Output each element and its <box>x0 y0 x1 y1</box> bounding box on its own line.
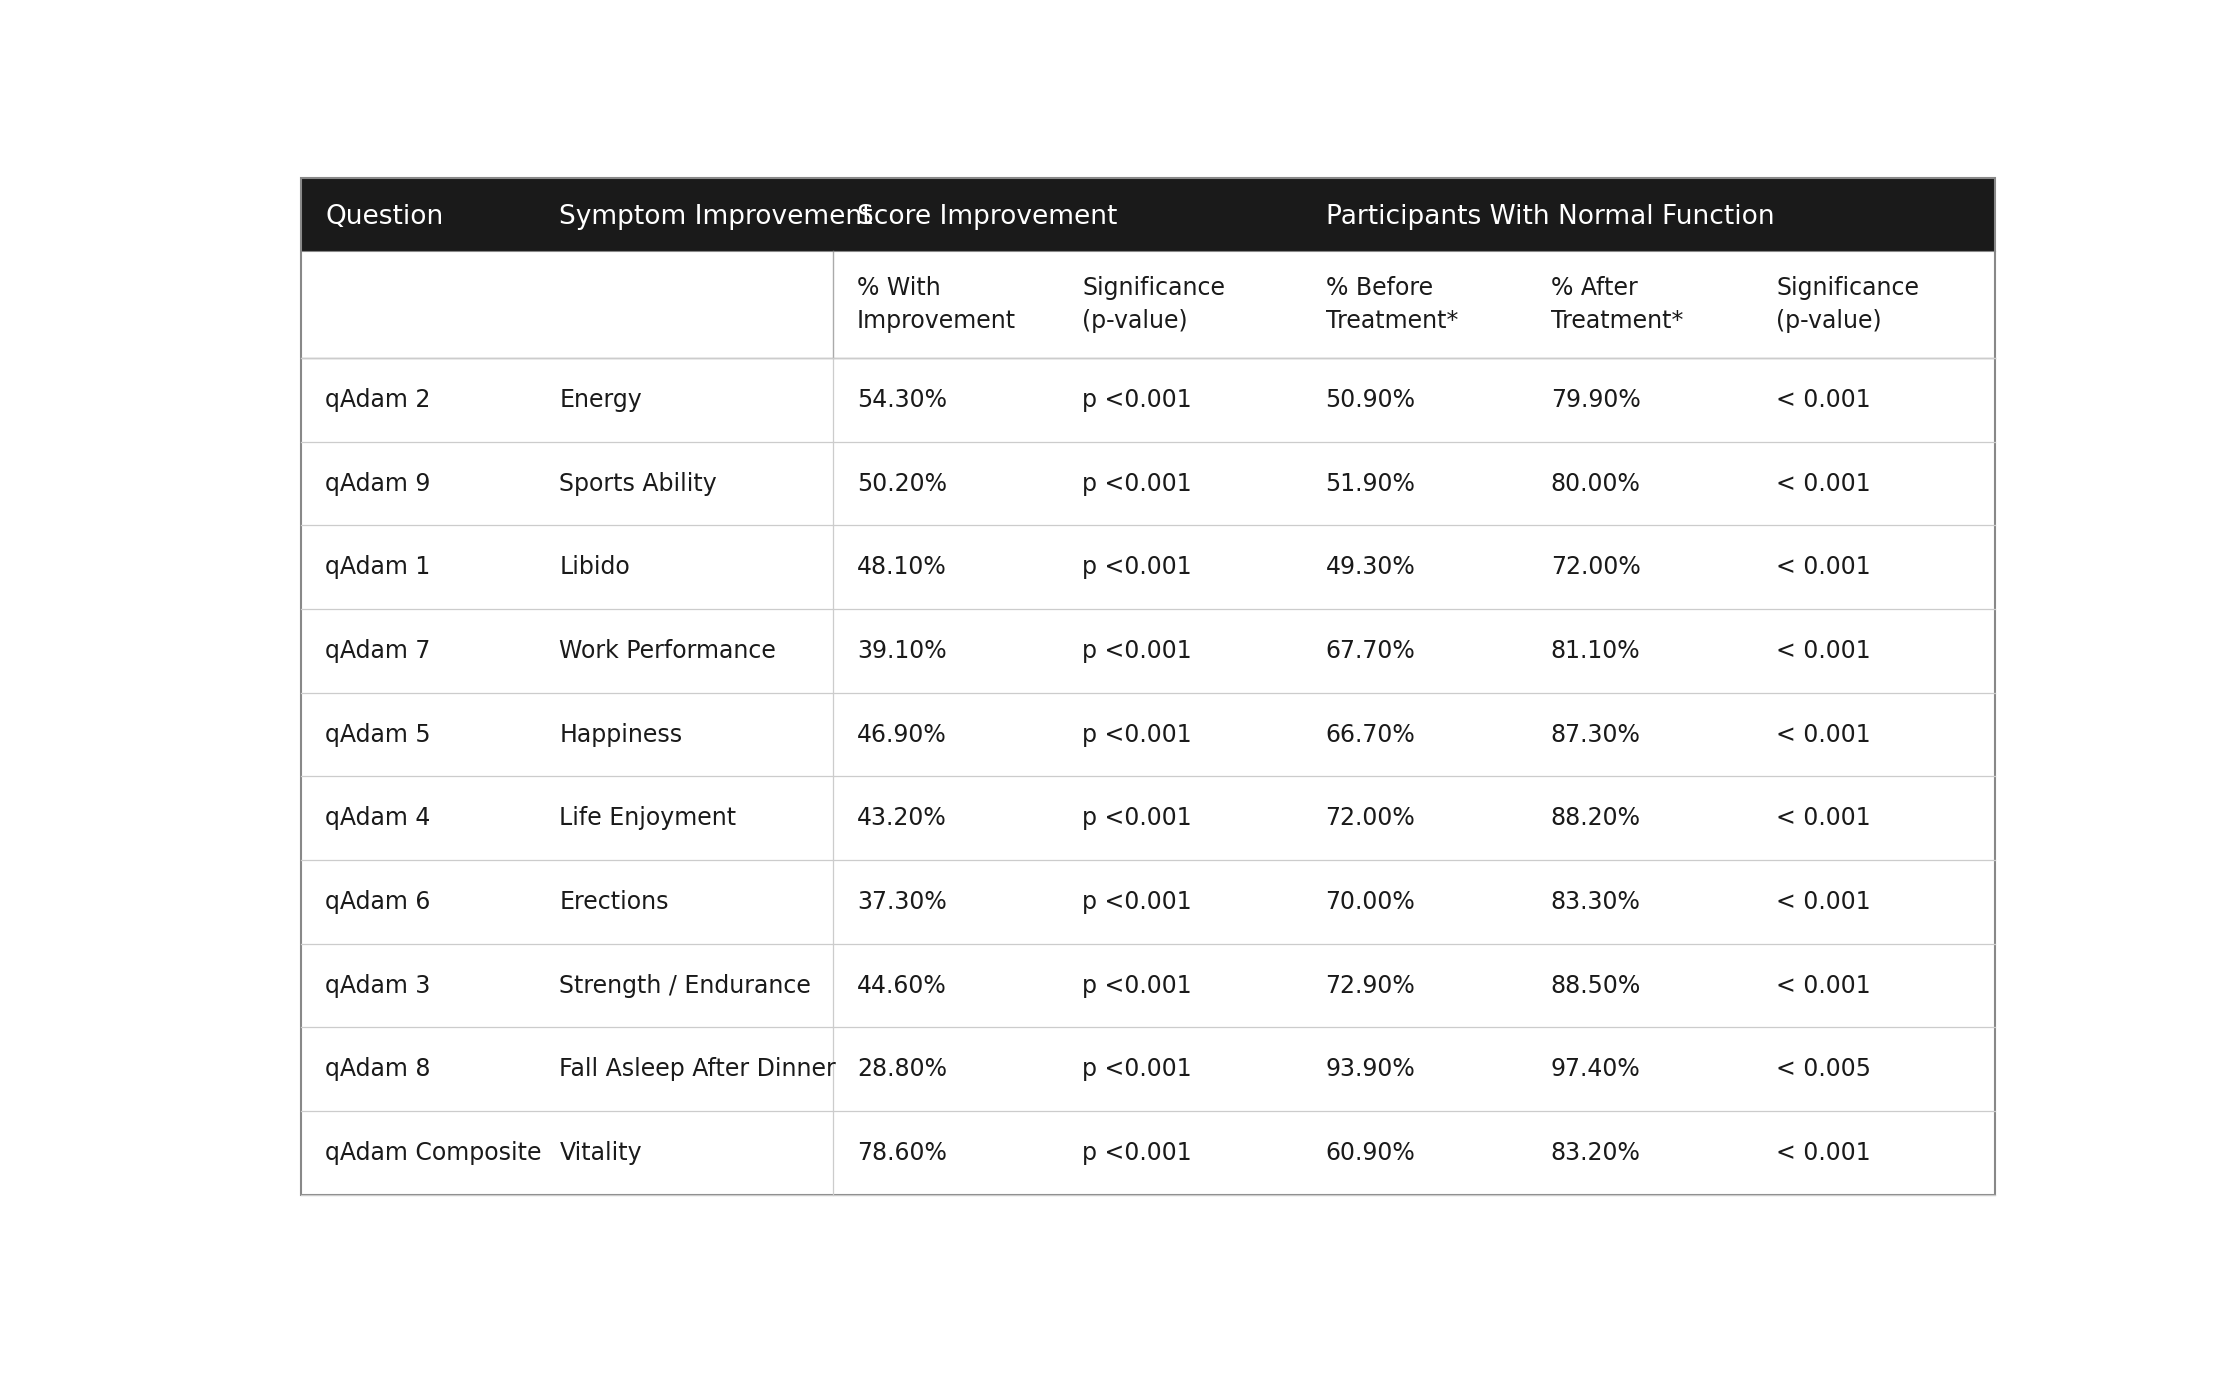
Text: 50.90%: 50.90% <box>1326 387 1416 412</box>
Text: p <0.001: p <0.001 <box>1082 1057 1192 1081</box>
Text: Erections: Erections <box>560 890 670 914</box>
Bar <box>300 1028 1996 1112</box>
Text: 49.30%: 49.30% <box>1326 556 1416 579</box>
Text: < 0.001: < 0.001 <box>1776 1141 1870 1165</box>
Text: 43.20%: 43.20% <box>858 807 948 830</box>
Text: 46.90%: 46.90% <box>858 723 948 747</box>
Text: 80.00%: 80.00% <box>1550 472 1640 496</box>
Text: qAdam 2: qAdam 2 <box>325 387 430 412</box>
Text: p <0.001: p <0.001 <box>1082 890 1192 914</box>
Text: Question: Question <box>325 205 444 230</box>
Bar <box>300 859 1996 943</box>
Text: < 0.001: < 0.001 <box>1776 974 1870 997</box>
Text: 83.30%: 83.30% <box>1550 890 1640 914</box>
Text: Vitality: Vitality <box>560 1141 643 1165</box>
Text: < 0.001: < 0.001 <box>1776 890 1870 914</box>
Text: qAdam 9: qAdam 9 <box>325 472 430 496</box>
Text: Sports Ability: Sports Ability <box>560 472 717 496</box>
Text: qAdam Composite: qAdam Composite <box>325 1141 542 1165</box>
Text: 48.10%: 48.10% <box>858 556 948 579</box>
Bar <box>300 178 1996 251</box>
Text: qAdam 1: qAdam 1 <box>325 556 430 579</box>
Text: 79.90%: 79.90% <box>1550 387 1640 412</box>
Text: 44.60%: 44.60% <box>858 974 948 997</box>
Text: 83.20%: 83.20% <box>1550 1141 1640 1165</box>
Text: 51.90%: 51.90% <box>1326 472 1416 496</box>
Text: qAdam 4: qAdam 4 <box>325 807 430 830</box>
Bar <box>300 358 1996 442</box>
Text: p <0.001: p <0.001 <box>1082 1141 1192 1165</box>
Text: Score Improvement: Score Improvement <box>858 205 1118 230</box>
Text: < 0.001: < 0.001 <box>1776 807 1870 830</box>
Text: 72.90%: 72.90% <box>1326 974 1416 997</box>
Text: 97.40%: 97.40% <box>1550 1057 1640 1081</box>
Text: Happiness: Happiness <box>560 723 683 747</box>
Text: 60.90%: 60.90% <box>1326 1141 1416 1165</box>
Text: % After
Treatment*: % After Treatment* <box>1550 276 1682 333</box>
Text: p <0.001: p <0.001 <box>1082 723 1192 747</box>
Text: Work Performance: Work Performance <box>560 639 777 663</box>
Text: 78.60%: 78.60% <box>858 1141 948 1165</box>
Text: Libido: Libido <box>560 556 629 579</box>
Text: p <0.001: p <0.001 <box>1082 387 1192 412</box>
Text: < 0.001: < 0.001 <box>1776 472 1870 496</box>
Text: 72.00%: 72.00% <box>1550 556 1640 579</box>
Text: 28.80%: 28.80% <box>858 1057 948 1081</box>
Text: Participants With Normal Function: Participants With Normal Function <box>1326 205 1774 230</box>
Bar <box>300 943 1996 1028</box>
Text: 54.30%: 54.30% <box>858 387 948 412</box>
Text: Life Enjoyment: Life Enjoyment <box>560 807 737 830</box>
Text: 87.30%: 87.30% <box>1550 723 1640 747</box>
Text: Fall Asleep After Dinner: Fall Asleep After Dinner <box>560 1057 836 1081</box>
Bar <box>300 442 1996 525</box>
Text: 37.30%: 37.30% <box>858 890 948 914</box>
Text: qAdam 7: qAdam 7 <box>325 639 430 663</box>
Bar <box>300 251 1996 358</box>
Text: qAdam 5: qAdam 5 <box>325 723 430 747</box>
Text: 81.10%: 81.10% <box>1550 639 1640 663</box>
Text: < 0.001: < 0.001 <box>1776 387 1870 412</box>
Text: qAdam 6: qAdam 6 <box>325 890 430 914</box>
Text: 50.20%: 50.20% <box>858 472 948 496</box>
Text: 88.50%: 88.50% <box>1550 974 1642 997</box>
Text: p <0.001: p <0.001 <box>1082 472 1192 496</box>
Text: p <0.001: p <0.001 <box>1082 974 1192 997</box>
Bar <box>300 692 1996 776</box>
Text: p <0.001: p <0.001 <box>1082 556 1192 579</box>
Text: 66.70%: 66.70% <box>1326 723 1416 747</box>
Text: Symptom Improvement: Symptom Improvement <box>560 205 874 230</box>
Bar <box>300 776 1996 859</box>
Text: 88.20%: 88.20% <box>1550 807 1642 830</box>
Text: 39.10%: 39.10% <box>858 639 948 663</box>
Text: qAdam 3: qAdam 3 <box>325 974 430 997</box>
Bar <box>300 609 1996 692</box>
Text: p <0.001: p <0.001 <box>1082 639 1192 663</box>
Text: % Before
Treatment*: % Before Treatment* <box>1326 276 1458 333</box>
Text: 67.70%: 67.70% <box>1326 639 1416 663</box>
Text: < 0.005: < 0.005 <box>1776 1057 1870 1081</box>
Text: Significance
(p-value): Significance (p-value) <box>1082 276 1225 333</box>
Bar <box>300 525 1996 609</box>
Text: Energy: Energy <box>560 387 643 412</box>
Text: p <0.001: p <0.001 <box>1082 807 1192 830</box>
Text: 72.00%: 72.00% <box>1326 807 1416 830</box>
Text: < 0.001: < 0.001 <box>1776 723 1870 747</box>
Text: < 0.001: < 0.001 <box>1776 639 1870 663</box>
Text: Significance
(p-value): Significance (p-value) <box>1776 276 1920 333</box>
Text: 70.00%: 70.00% <box>1326 890 1416 914</box>
Text: 93.90%: 93.90% <box>1326 1057 1416 1081</box>
Text: qAdam 8: qAdam 8 <box>325 1057 430 1081</box>
Text: < 0.001: < 0.001 <box>1776 556 1870 579</box>
Bar <box>300 1112 1996 1195</box>
Text: Strength / Endurance: Strength / Endurance <box>560 974 811 997</box>
Text: % With
Improvement: % With Improvement <box>858 276 1017 333</box>
